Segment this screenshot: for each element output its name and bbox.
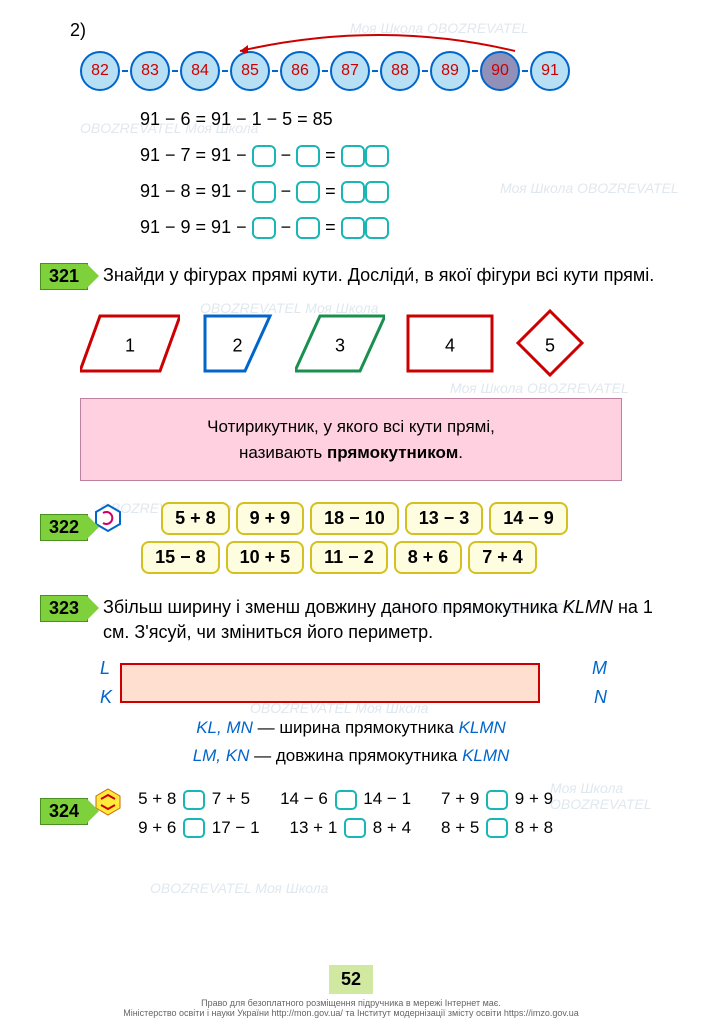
compare-item: 7 + 9 9 + 9 [441, 789, 553, 810]
expr-row-2: 15 − 810 + 511 − 28 + 67 + 4 [138, 538, 571, 577]
shape-5: 5 [515, 308, 585, 383]
task-321-label: 321 [40, 263, 88, 290]
task-322-label: 322 [40, 514, 88, 541]
expr-box: 7 + 4 [468, 541, 537, 574]
number-line: 82838485868788899091 [80, 51, 662, 91]
definition-box: Чотирикутник, у якого всі кути прямі, на… [80, 398, 622, 481]
expr-box: 11 − 2 [310, 541, 388, 574]
eq-2: 91 − 7 = 91 − − = [140, 137, 662, 173]
compare-item: 5 + 8 7 + 5 [138, 789, 250, 810]
task-324-label: 324 [40, 798, 88, 825]
compare-item: 8 + 5 8 + 8 [441, 818, 553, 839]
eq-4: 91 − 9 = 91 − − = [140, 209, 662, 245]
shape-2: 2 [200, 311, 275, 381]
eq-1: 91 − 6 = 91 − 1 − 5 = 85 [140, 101, 662, 137]
number-circle: 90 [480, 51, 520, 91]
shapes-row: 1 2 3 4 5 [80, 308, 622, 383]
rect-info-1: KL, MN — ширина прямокутника KLMN [40, 718, 662, 738]
compare-row-1: 5 + 8 7 + 5 14 − 6 14 − 1 7 + 9 9 + 9 [138, 789, 622, 810]
compare-item: 13 + 1 8 + 4 [290, 818, 411, 839]
footer: Право для безоплатного розміщення підруч… [0, 998, 702, 1018]
watermark: OBOZREVATEL Моя Школа [150, 880, 328, 896]
expr-box: 5 + 8 [161, 502, 230, 535]
number-circle: 88 [380, 51, 420, 91]
expr-box: 14 − 9 [489, 502, 568, 535]
expr-box: 15 − 8 [141, 541, 220, 574]
shape-3: 3 [295, 311, 385, 381]
expr-box: 18 − 10 [310, 502, 399, 535]
expr-box: 10 + 5 [226, 541, 305, 574]
equations: 91 − 6 = 91 − 1 − 5 = 85 91 − 7 = 91 − −… [140, 101, 662, 245]
number-circle: 91 [530, 51, 570, 91]
eq-3: 91 − 8 = 91 − − = [140, 173, 662, 209]
number-circle: 86 [280, 51, 320, 91]
compare-item: 14 − 6 14 − 1 [280, 789, 411, 810]
expr-box: 9 + 9 [236, 502, 305, 535]
arrow-curve [240, 29, 520, 53]
expr-row-1: 5 + 89 + 918 − 1013 − 314 − 9 [158, 499, 571, 538]
task-321-text: Знайди у фігурах прямі кути. Досліди́, в… [103, 263, 662, 288]
shape-1: 1 [80, 311, 180, 381]
compare-item: 9 + 6 17 − 1 [138, 818, 259, 839]
task-323-text: Збільш ширину і зменш довжину даного пря… [103, 595, 662, 645]
number-circle: 87 [330, 51, 370, 91]
task-323-label: 323 [40, 595, 88, 622]
number-circle: 83 [130, 51, 170, 91]
expr-box: 8 + 6 [394, 541, 463, 574]
number-circle: 82 [80, 51, 120, 91]
shape-4: 4 [405, 311, 495, 381]
rectangle-diagram: L M K N [120, 663, 582, 703]
rect-info-2: LM, KN — довжина прямокутника KLMN [40, 746, 662, 766]
number-circle: 89 [430, 51, 470, 91]
number-circle: 84 [180, 51, 220, 91]
page-number: 52 [329, 965, 373, 994]
number-circle: 85 [230, 51, 270, 91]
expr-box: 13 − 3 [405, 502, 484, 535]
compare-row-2: 9 + 6 17 − 1 13 + 1 8 + 4 8 + 5 8 + 8 [138, 818, 622, 839]
